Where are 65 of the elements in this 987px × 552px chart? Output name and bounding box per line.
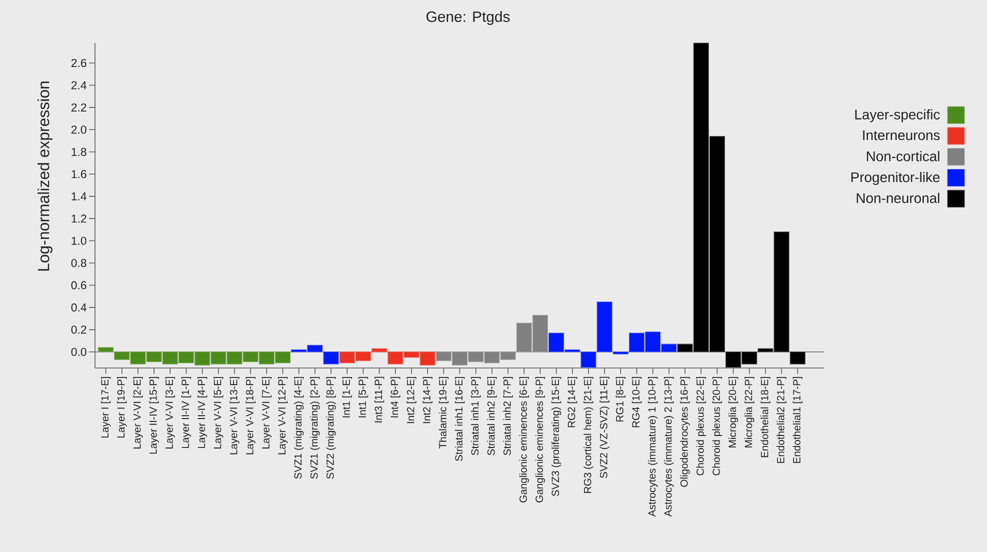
x-tick-label: SVZ2 (VZ-SVZ) [11-E] bbox=[600, 376, 610, 478]
x-tick-label: Striatal inh2 [7-P] bbox=[503, 376, 513, 456]
x-tick-label: Layer I [17-E] bbox=[100, 376, 111, 438]
y-tick-label: 1.8 bbox=[72, 148, 86, 156]
x-tick-label: RG4 [10-E] bbox=[632, 376, 642, 428]
x-tick-label: Microglia [22-P] bbox=[744, 376, 754, 448]
y-tick-label: 2.6 bbox=[71, 58, 86, 68]
chart-title: Gene: Ptgds bbox=[426, 11, 510, 25]
x-tick-label: Layer V-VI [7-E] bbox=[262, 376, 272, 448]
x-tick-label: RG2 [14-E] bbox=[568, 376, 578, 428]
x-tick-label: Layer II-IV [15-P] bbox=[149, 376, 159, 454]
x-tick-label: Astrocytes (immature) 2 [13-P] bbox=[664, 376, 674, 517]
x-tick-label: Striatal inh2 [9-E] bbox=[487, 376, 497, 456]
legend-label: Layer-specific bbox=[855, 109, 940, 122]
x-tick-label: Ganglionic eminences [6-E] bbox=[519, 376, 529, 502]
x-tick-label: Endothelial2 [21-P] bbox=[776, 376, 786, 463]
x-tick-label: Int1 [5-P] bbox=[358, 376, 368, 418]
x-tick-label: Int4 [6-P] bbox=[390, 376, 400, 418]
x-tick-label: SVZ2 (migrating) [8-P] bbox=[326, 376, 336, 479]
x-tick-label: Striatal inh1 [16-E] bbox=[454, 376, 465, 461]
x-tick-label: Layer II-IV [1-P] bbox=[181, 376, 192, 448]
x-tick-label: Layer V-VI [2-E] bbox=[133, 376, 143, 448]
x-tick-label: Layer V-VI [13-E] bbox=[230, 376, 240, 454]
y-tick-label: 0.6 bbox=[71, 281, 86, 290]
x-tick-label: Layer II-IV [4-P] bbox=[197, 376, 208, 448]
x-tick-label: Oligodendrocytes [16-P] bbox=[680, 376, 690, 487]
x-tick-label: Int2 [14-P] bbox=[422, 376, 432, 424]
x-tick-label: Int1 [1-E] bbox=[342, 376, 352, 418]
x-tick-label: Choroid plexus [22-E] bbox=[696, 376, 706, 476]
x-tick-label: Int3 [11-P] bbox=[374, 376, 384, 422]
legend-label: Interneurons bbox=[863, 130, 940, 140]
x-tick-label: Microglia [20-E] bbox=[728, 376, 738, 448]
x-tick-label: Layer V-VI [18-P] bbox=[246, 376, 256, 454]
x-tick-label: Int2 [12-E] bbox=[406, 376, 416, 424]
x-tick-label: Layer I [19-P] bbox=[117, 376, 127, 438]
x-tick-label: RG1 [8-E] bbox=[616, 376, 626, 422]
y-tick-label: 1.6 bbox=[72, 170, 86, 178]
y-tick-label: 0.2 bbox=[71, 326, 86, 334]
legend-label: Progenitor-like bbox=[851, 172, 940, 185]
x-tick-label: Layer V-VI [3-E] bbox=[165, 376, 175, 448]
x-tick-label: Thalamic [19-E] bbox=[438, 376, 448, 449]
y-tick-label: 1.0 bbox=[72, 236, 86, 245]
y-tick-label: 0.8 bbox=[71, 258, 86, 268]
x-tick-label: Striatal inh1 [3-P] bbox=[471, 376, 481, 456]
y-tick-label: 1.2 bbox=[72, 214, 86, 223]
legend-label: Non-cortical bbox=[866, 151, 940, 162]
x-tick-label: Astrocytes (immature) 1 [10-P] bbox=[648, 376, 658, 517]
x-tick-label: Choroid plexus [20-P] bbox=[712, 376, 722, 476]
x-tick-label: Endothelial [18-E] bbox=[760, 376, 770, 458]
y-tick-label: 2.0 bbox=[71, 126, 86, 134]
x-tick-label: SVZ3 (proliferating) [15-E] bbox=[551, 376, 562, 496]
x-tick-label: Ganglionic eminences [9-P] bbox=[535, 376, 546, 502]
y-axis-title: Log-normalized expression bbox=[38, 82, 52, 271]
x-tick-label: SVZ1 (migrating) [4-E] bbox=[294, 376, 304, 479]
y-tick-label: 0.4 bbox=[71, 303, 86, 312]
y-tick-label: 0.0 bbox=[71, 348, 86, 356]
y-tick-label: 2.2 bbox=[71, 103, 86, 112]
x-tick-label: RG3 (cortical hem) [21-E] bbox=[584, 376, 594, 493]
x-tick-label: Layer V-VI [12-P] bbox=[278, 376, 288, 454]
y-tick-label: 2.4 bbox=[71, 81, 86, 90]
legend-label: Non-neuronal bbox=[856, 192, 940, 204]
x-tick-label: Endothelial1 [17-P] bbox=[792, 376, 802, 463]
y-tick-label: 1.4 bbox=[72, 192, 86, 200]
x-tick-label: Layer V-VI [5-E] bbox=[214, 376, 224, 448]
x-tick-label: SVZ1 (migrating) [2-P] bbox=[310, 376, 320, 479]
